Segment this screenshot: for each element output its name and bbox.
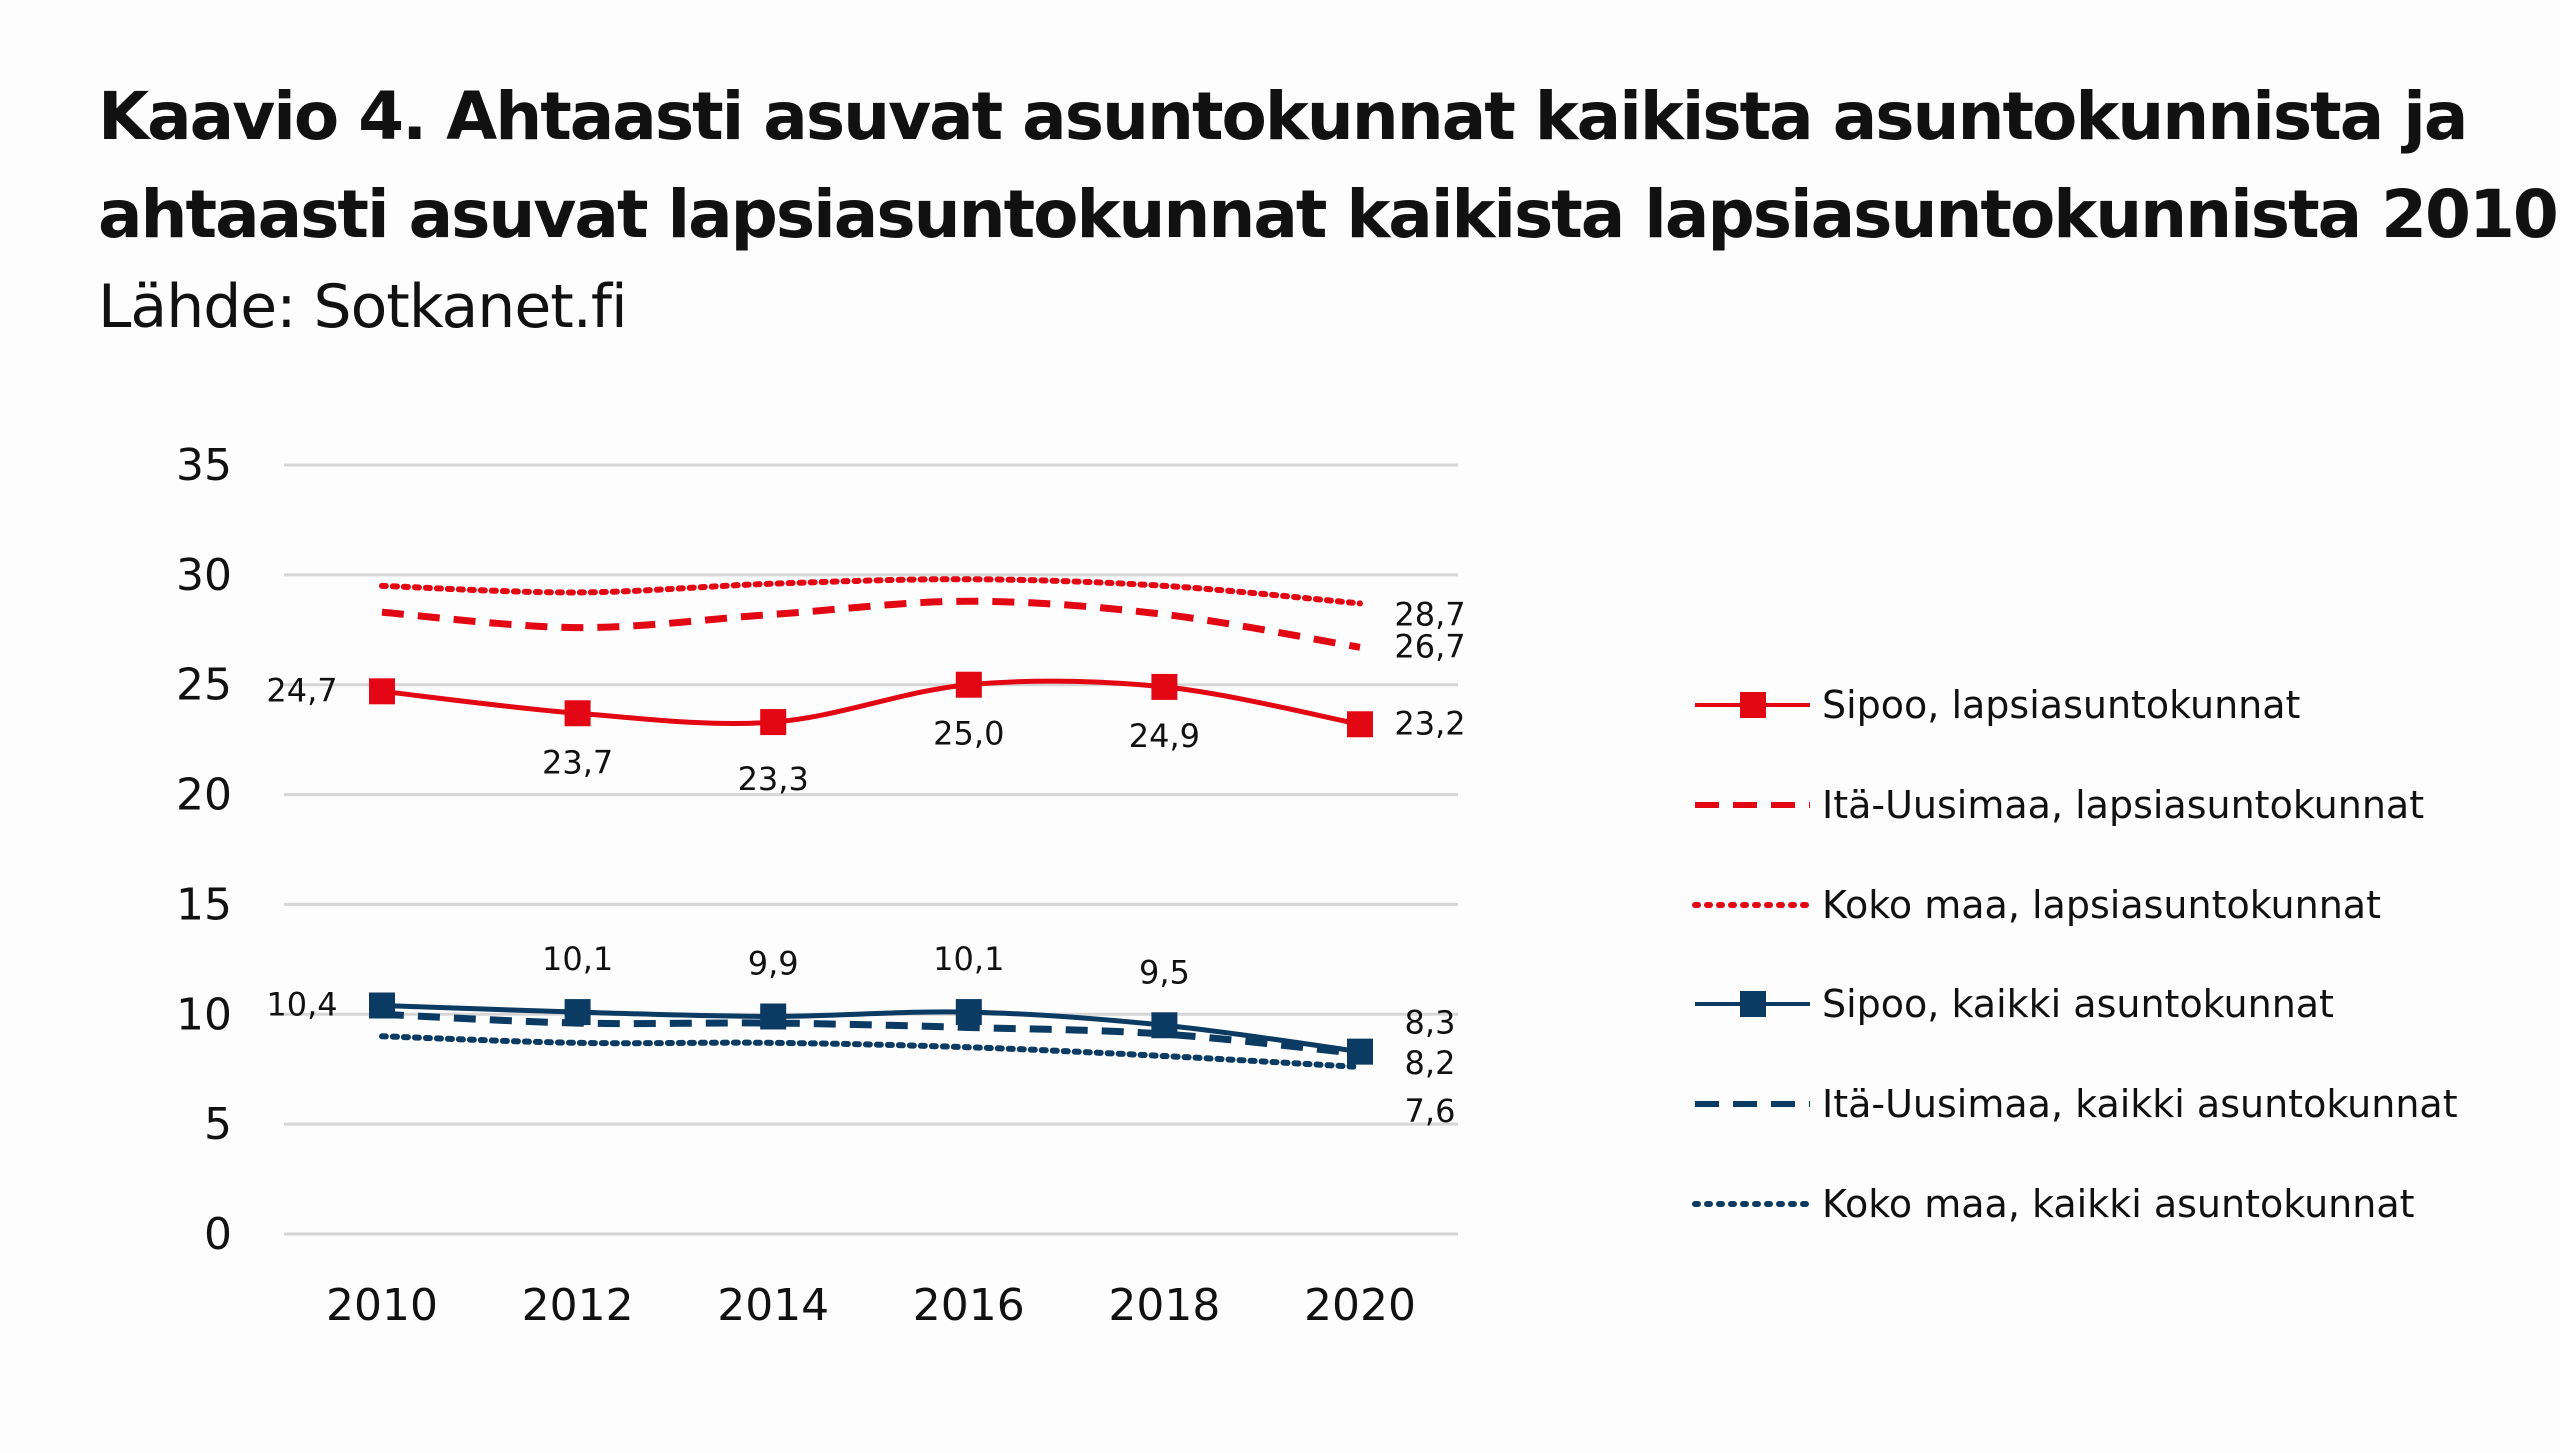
legend-label: Itä-Uusimaa, lapsiasuntokunnat (1822, 783, 2424, 827)
legend-label: Koko maa, lapsiasuntokunnat (1822, 883, 2381, 927)
y-tick-label: 35 (176, 440, 232, 491)
data-label: 24,7 (266, 671, 337, 709)
data-label: 24,9 (1129, 717, 1200, 755)
data-label: 10,4 (266, 985, 337, 1023)
data-label: 8,3 (1405, 1004, 1456, 1042)
x-tick-label: 2020 (1304, 1280, 1416, 1331)
series-line (381, 678, 1361, 727)
data-label: 10,1 (542, 940, 613, 978)
data-point-marker (955, 671, 982, 698)
data-point-marker (369, 678, 395, 705)
data-label: 7,6 (1405, 1092, 1456, 1130)
legend-label: Sipoo, kaikki asuntokunnat (1822, 982, 2334, 1026)
data-point-marker (1347, 711, 1373, 738)
data-label: 23,7 (542, 743, 613, 781)
legend-label: Itä-Uusimaa, kaikki asuntokunnat (1822, 1082, 2458, 1126)
data-label: 23,2 (1394, 704, 1465, 742)
series-line (379, 576, 1363, 607)
y-tick-label: 5 (204, 1099, 232, 1150)
x-tick-label: 2010 (326, 1280, 438, 1331)
y-tick-label: 20 (176, 770, 232, 821)
x-tick-label: 2018 (1108, 1280, 1220, 1331)
y-tick-label: 10 (176, 989, 232, 1040)
data-point-marker (760, 709, 787, 736)
series-line (381, 1003, 1361, 1055)
data-label: 10,1 (933, 940, 1004, 978)
data-label: 8,2 (1405, 1044, 1456, 1082)
chart-source: Lähde: Sotkanet.fi (98, 272, 628, 342)
data-label: 23,3 (738, 760, 809, 798)
data-label: 25,0 (933, 715, 1004, 753)
y-tick-label: 0 (204, 1209, 232, 1260)
legend-label: Sipoo, lapsiasuntokunnat (1822, 683, 2300, 727)
series-line (381, 1010, 1361, 1058)
data-label: 9,9 (748, 944, 799, 982)
data-point-marker (955, 999, 982, 1026)
legend-label: Koko maa, kaikki asuntokunnat (1822, 1182, 2415, 1226)
legend-marker (1740, 991, 1766, 1017)
series-line (379, 1033, 1363, 1071)
x-tick-label: 2016 (913, 1280, 1025, 1331)
chart-title-line-2: ahtaasti asuvat lapsiasuntokunnat kaikis… (98, 176, 2560, 253)
legend-marker (1740, 692, 1766, 718)
data-label: 26,7 (1394, 627, 1465, 665)
y-tick-label: 30 (176, 550, 232, 601)
data-point-marker (1151, 673, 1178, 700)
series-line (381, 597, 1361, 651)
x-tick-label: 2014 (717, 1280, 829, 1331)
data-point-marker (564, 700, 591, 727)
chart-title-line-1: Kaavio 4. Ahtaasti asuvat asuntokunnat k… (98, 78, 2468, 155)
y-tick-label: 25 (176, 660, 232, 711)
x-tick-label: 2012 (522, 1280, 634, 1331)
y-tick-label: 15 (176, 879, 232, 930)
data-label: 28,7 (1394, 595, 1465, 633)
data-label: 9,5 (1139, 953, 1190, 991)
